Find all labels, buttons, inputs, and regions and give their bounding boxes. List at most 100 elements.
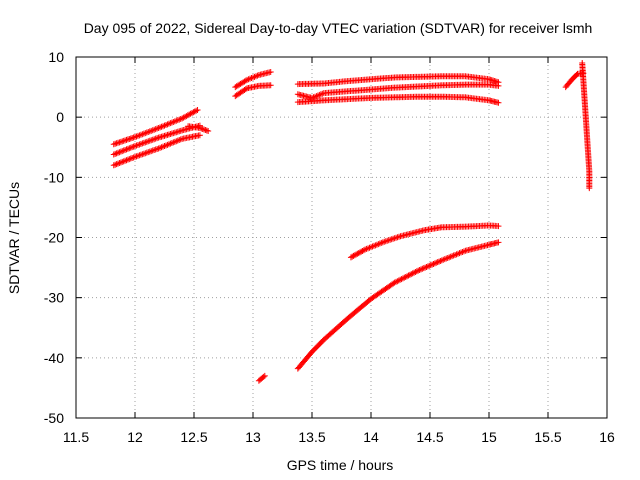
data-point [155,145,162,152]
data-point [119,148,126,155]
data-point [420,265,427,272]
data-point [459,248,466,255]
data-point [402,273,409,280]
data-point [129,144,136,151]
data-point [370,242,377,249]
data-point [460,248,467,255]
data-point [193,107,200,114]
data-point [446,254,453,261]
x-tick-label: 14 [363,429,379,445]
series-arc-e [232,69,274,91]
data-point [408,271,415,278]
data-point [143,129,150,136]
y-tick-label: -30 [44,290,64,306]
data-point [426,262,433,269]
data-point [133,153,140,160]
data-point [157,144,164,151]
data-point [157,124,164,131]
data-point [134,152,141,159]
data-point [127,144,134,151]
series-arc-i [294,81,502,101]
data-point [161,143,168,150]
series-arc-h [294,73,502,88]
data-point [139,131,146,138]
data-point [438,257,445,264]
data-point [115,149,122,156]
data-point [154,135,161,142]
data-point [372,242,379,249]
data-point [495,223,502,230]
series-arc-d [185,123,212,135]
data-point [382,238,389,245]
data-point [359,247,366,254]
data-point [196,132,203,139]
data-point [378,239,385,246]
data-point [355,250,362,257]
data-point [140,150,147,157]
data-point [198,125,205,132]
data-point [415,267,422,274]
data-point [394,234,401,241]
data-point [391,279,398,286]
series-arc-g [255,372,268,384]
data-point [396,233,403,240]
data-point [373,241,380,248]
axis-ticks: 11.5 12 12.5 13 13.5 14 14.5 15 15.5 16 10 0 -10 -20 -… [44,49,615,445]
data-point [385,237,392,244]
data-point [110,162,117,169]
data-point [449,253,456,260]
data-point [173,117,180,124]
data-point [201,126,208,133]
data-point [399,275,406,282]
data-point [137,131,144,138]
data-point [160,123,167,130]
data-point [417,266,424,273]
data-point [260,373,267,380]
data-point [392,278,399,285]
data-point [242,86,249,93]
grid-lines [76,57,607,418]
data-point [390,235,397,242]
data-point [379,239,386,246]
data-point [168,119,175,126]
data-point [132,134,138,141]
data-point [314,92,321,99]
data-point [145,128,152,135]
data-point [429,261,436,268]
data-point [122,157,129,164]
x-tick-label: 13 [245,429,261,445]
data-point [393,234,400,241]
data-point [356,249,363,256]
data-point [398,276,405,283]
data-point [119,158,126,165]
data-point [137,151,144,158]
data-point [137,140,144,147]
data-point [123,146,130,153]
y-axis-label: SDTVAR / TECUs [6,182,22,294]
data-point [152,146,159,153]
series-arc-f [232,82,274,100]
data-point [177,115,184,122]
data-point [160,143,167,150]
data-point [134,132,141,139]
data-point [450,252,457,259]
series-arc-b [110,122,203,158]
data-point [136,141,143,148]
data-point [112,150,119,157]
y-tick-label: -40 [44,350,64,366]
data-point [154,125,161,132]
data-point [174,117,181,124]
data-point [136,132,143,139]
data-point [110,151,117,158]
data-point [416,266,423,273]
y-tick-label: -50 [44,410,64,426]
data-point [164,121,171,128]
data-point [405,272,412,279]
data-point [117,159,124,166]
data-point [376,240,383,247]
data-point [152,126,159,133]
data-point [167,140,174,147]
data-point [202,127,209,134]
data-point [411,269,418,276]
data-point [116,160,123,167]
